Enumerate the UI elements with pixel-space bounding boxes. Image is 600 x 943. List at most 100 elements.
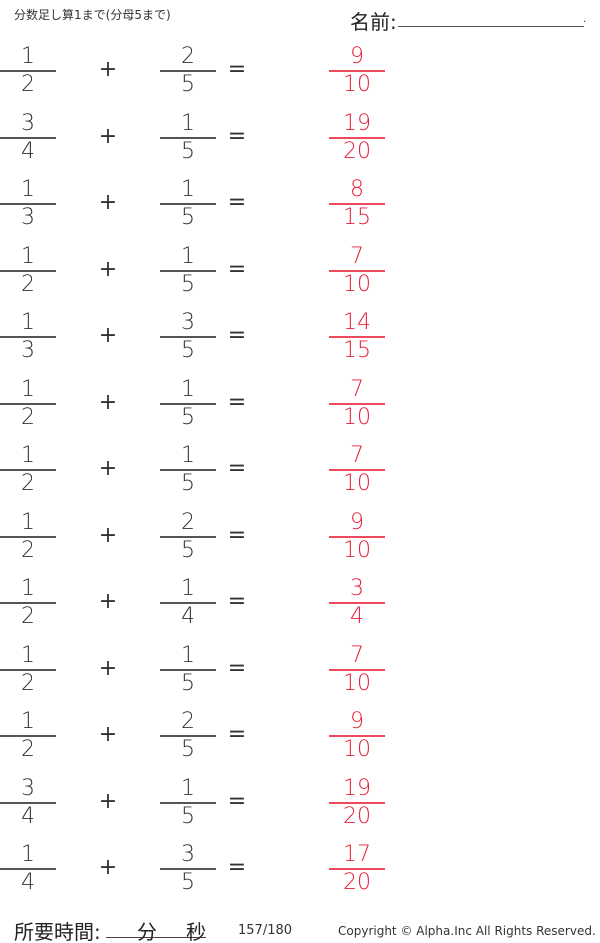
denominator: 5 [181, 338, 195, 363]
equals-sign: = [227, 788, 247, 814]
seconds-label: 秒 [186, 920, 206, 943]
numerator: 1 [21, 509, 35, 535]
numerator: 1 [21, 243, 35, 269]
answer-fraction: 7 10 [329, 642, 385, 698]
numerator: 1 [181, 443, 195, 468]
equals-sign: = [227, 123, 247, 149]
answer-fraction: 7 10 [329, 243, 385, 299]
equals-sign: = [227, 589, 247, 614]
denominator: 5 [181, 138, 195, 164]
answer-fraction: 9 10 [329, 43, 385, 99]
denominator: 5 [181, 537, 195, 563]
plus-sign: + [98, 456, 118, 481]
fraction-bar [329, 136, 385, 139]
numerator: 1 [181, 576, 195, 601]
numerator: 1 [21, 709, 35, 734]
fraction-bar [160, 868, 216, 870]
equals-sign: = [227, 456, 247, 481]
denominator: 4 [21, 138, 35, 164]
fraction-bar [329, 70, 385, 72]
numerator: 14 [343, 310, 371, 335]
denominator: 10 [343, 670, 371, 696]
fraction-bar [0, 668, 56, 671]
answer-fraction: 14 15 [329, 309, 385, 365]
denominator: 2 [21, 670, 35, 696]
equals-sign: = [227, 190, 247, 215]
numerator: 1 [21, 576, 35, 601]
time-field[interactable] [106, 937, 206, 938]
denominator: 5 [181, 870, 195, 895]
plus-sign: + [98, 722, 118, 747]
fraction-bar [0, 269, 56, 272]
denominator: 4 [21, 803, 35, 829]
denominator: 5 [181, 803, 195, 829]
name-label: 名前: [350, 10, 397, 34]
name-line-end: . [583, 14, 587, 25]
denominator: 2 [21, 271, 35, 297]
denominator: 2 [21, 604, 35, 629]
plus-sign: + [98, 855, 118, 880]
fraction-bar [329, 602, 385, 604]
equals-sign: = [227, 323, 247, 348]
numerator: 3 [181, 842, 195, 867]
numerator: 1 [181, 177, 195, 202]
plus-sign: + [98, 522, 118, 548]
denominator: 3 [21, 205, 35, 230]
fraction-bar [329, 735, 385, 737]
equals-sign: = [227, 522, 247, 548]
plus-sign: + [98, 589, 118, 614]
numerator: 1 [21, 642, 35, 668]
fraction-bar [160, 735, 216, 737]
plus-sign: + [98, 190, 118, 215]
fraction-bar [0, 402, 56, 405]
numerator: 1 [21, 44, 35, 69]
denominator: 5 [181, 471, 195, 496]
fraction-bar [0, 735, 56, 737]
numerator: 1 [181, 243, 195, 269]
numerator: 2 [181, 709, 195, 734]
numerator: 1 [21, 376, 35, 402]
denominator: 5 [181, 404, 195, 430]
fraction-bar [0, 70, 56, 72]
answer-fraction: 7 10 [329, 442, 385, 498]
plus-sign: + [98, 256, 118, 282]
equals-sign: = [227, 722, 247, 747]
denominator: 5 [181, 72, 195, 97]
equals-sign: = [227, 256, 247, 282]
denominator: 2 [21, 404, 35, 430]
numerator: 9 [350, 44, 364, 69]
numerator: 1 [21, 177, 35, 202]
denominator: 3 [21, 338, 35, 363]
numerator: 1 [181, 775, 195, 801]
fraction-bar [160, 668, 216, 671]
denominator: 20 [343, 138, 371, 164]
fraction-bar [329, 402, 385, 405]
equals-sign: = [227, 57, 247, 82]
denominator: 2 [21, 537, 35, 563]
answer-fraction: 9 10 [329, 708, 385, 764]
numerator: 3 [181, 310, 195, 335]
numerator: 9 [350, 709, 364, 734]
minutes-label: 分 [137, 920, 157, 943]
answer-fraction: 8 15 [329, 176, 385, 232]
answer-fraction: 9 10 [329, 509, 385, 565]
denominator: 10 [343, 72, 371, 97]
denominator: 10 [343, 271, 371, 297]
fraction-bar [0, 602, 56, 604]
fraction-bar [160, 70, 216, 72]
name-field[interactable] [398, 26, 584, 27]
answer-fraction: 7 10 [329, 376, 385, 432]
numerator: 3 [21, 110, 35, 136]
